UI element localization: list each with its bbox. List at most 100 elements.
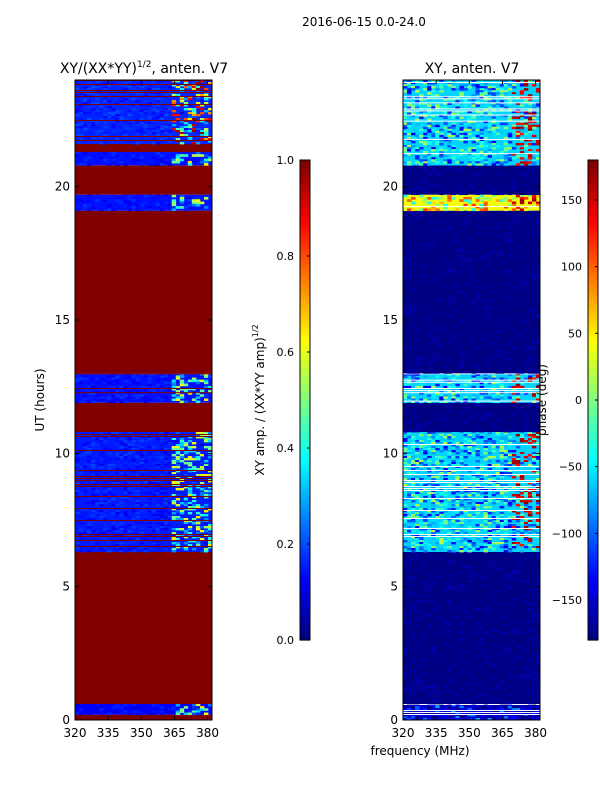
heatmap-cell <box>95 134 100 137</box>
heatmap-cell <box>447 222 452 226</box>
heatmap-cell <box>139 462 144 465</box>
heatmap-cell <box>91 546 96 549</box>
heatmap-cell <box>451 212 456 216</box>
heatmap-cell <box>455 468 460 471</box>
amplitude-colorbar-frame <box>299 159 311 641</box>
colorbar-step <box>300 352 310 357</box>
heatmap-cell <box>487 542 493 545</box>
heatmap-cell <box>435 514 440 517</box>
heatmap-cell <box>403 520 408 523</box>
heatmap-cell <box>491 474 497 477</box>
heatmap-cell <box>511 520 517 523</box>
heatmap-cell <box>111 126 116 129</box>
heatmap-cell <box>175 518 181 521</box>
heatmap-cell <box>75 124 80 127</box>
heatmap-cell <box>411 702 416 705</box>
heatmap-cell <box>195 120 201 123</box>
heatmap-cell <box>503 406 509 410</box>
heatmap-cell <box>443 668 448 671</box>
heatmap-cell <box>419 568 424 571</box>
heatmap-cell <box>167 86 173 89</box>
heatmap-cell <box>503 550 509 553</box>
heatmap-cell <box>475 419 480 422</box>
heatmap-cell <box>119 528 124 531</box>
heatmap-cell <box>451 590 456 593</box>
heatmap-cell <box>123 500 128 503</box>
heatmap-cell <box>199 138 205 141</box>
heatmap-cell <box>431 672 436 675</box>
heatmap-cell <box>203 460 209 463</box>
heatmap-cell <box>415 580 420 583</box>
heatmap-cell <box>87 373 92 376</box>
heatmap-cell <box>187 114 193 117</box>
heatmap-cell <box>99 136 104 139</box>
heatmap-cell <box>107 458 112 461</box>
heatmap-cell <box>483 234 489 238</box>
heatmap-cell <box>139 436 144 439</box>
colorbar-step <box>300 508 310 513</box>
heatmap-cell <box>439 684 444 687</box>
heatmap-cell <box>407 534 412 537</box>
heatmap-cell <box>83 466 88 469</box>
heatmap-cell <box>511 700 517 703</box>
heatmap-row-line <box>403 482 540 483</box>
heatmap-cell <box>107 152 112 155</box>
heatmap-cell <box>191 712 197 716</box>
heatmap-cell <box>403 610 408 613</box>
heatmap-cell <box>463 432 468 435</box>
heatmap-cell <box>527 538 533 541</box>
heatmap-cell <box>435 564 440 567</box>
heatmap-cell <box>515 542 521 545</box>
heatmap-cell <box>87 199 92 202</box>
heatmap-cell <box>487 474 493 477</box>
heatmap-cell <box>115 196 120 200</box>
heatmap-cell <box>463 373 468 376</box>
colorbar-step <box>300 516 310 521</box>
heatmap-cell <box>115 546 120 549</box>
heatmap-cell <box>451 612 456 615</box>
heatmap-cell <box>167 444 173 447</box>
heatmap-cell <box>435 222 440 226</box>
heatmap-cell <box>75 82 80 85</box>
heatmap-cell <box>515 398 521 401</box>
heatmap-cell <box>535 528 541 531</box>
heatmap-cell <box>531 678 537 681</box>
heatmap-cell <box>135 466 140 469</box>
heatmap-cell <box>203 526 209 529</box>
heatmap-cell <box>207 456 213 459</box>
heatmap-cell <box>135 379 140 383</box>
heatmap-cell <box>91 106 96 109</box>
heatmap-cell <box>135 706 140 709</box>
heatmap-cell <box>507 558 513 561</box>
heatmap-cell <box>463 700 468 703</box>
heatmap-cell <box>443 446 448 449</box>
heatmap-cell <box>199 482 205 485</box>
heatmap-cell <box>499 452 505 455</box>
heatmap-cell <box>535 612 541 615</box>
heatmap-cell <box>455 402 460 406</box>
heatmap-cell <box>427 438 432 441</box>
heatmap-cell <box>183 381 189 385</box>
heatmap-cell <box>143 152 148 155</box>
heatmap-cell <box>75 546 80 549</box>
heatmap-row-line <box>403 534 540 535</box>
heatmap-cell <box>95 88 100 91</box>
heatmap-cell <box>155 488 161 491</box>
heatmap-cell <box>531 708 537 711</box>
heatmap-cell <box>151 712 156 716</box>
heatmap-cell <box>131 158 136 162</box>
heatmap-cell <box>187 532 193 535</box>
heatmap-cell <box>403 612 408 615</box>
heatmap-cell <box>403 468 408 471</box>
heatmap-cell <box>403 375 408 378</box>
heatmap-cell <box>507 218 513 222</box>
heatmap-cell <box>455 514 460 517</box>
heatmap-cell <box>179 480 185 483</box>
heatmap-cell <box>459 710 464 713</box>
heatmap-cell <box>95 94 100 97</box>
colorbar-step <box>300 532 310 537</box>
heatmap-cell <box>451 520 456 523</box>
heatmap-cell <box>515 714 521 717</box>
heatmap-cell <box>163 194 169 198</box>
heatmap-cell <box>515 568 521 571</box>
